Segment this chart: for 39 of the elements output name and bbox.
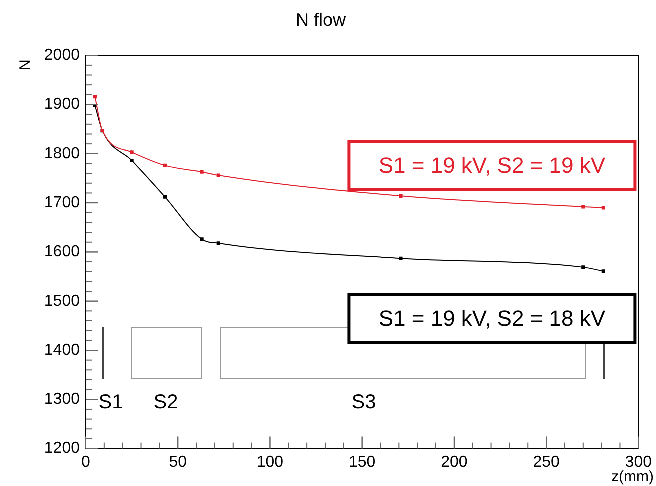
point [582,266,586,270]
point [216,242,220,246]
annotation: S3 [352,392,376,414]
y-tick-label: 1900 [44,96,80,114]
point [582,205,586,209]
x-tick-label: 250 [533,454,560,471]
point [216,174,220,178]
x-tick-label: 300 [625,454,652,471]
y-tick-label: 2000 [44,47,80,64]
point [130,159,134,163]
y-tick-label: 1700 [44,194,80,212]
x-tick-label: 0 [82,454,91,471]
x-tick-label: 50 [169,454,188,471]
series-label: S1 = 19 kV, S2 = 19 kV [378,152,606,178]
x-tick-label: 150 [348,454,376,471]
x-axis-title: z(mm) [612,468,654,486]
x-tick-label: 200 [441,454,468,471]
y-tick-label: 1200 [44,440,80,458]
y-tick-label: 1400 [44,342,80,359]
x-tick-label: 100 [256,454,284,471]
chart-title: N flow [296,10,348,30]
point [602,206,606,210]
y-tick-label: 1500 [44,292,80,310]
annotation: S1 [98,392,124,414]
annotation: S2 [154,392,178,414]
point [200,170,204,174]
point [602,270,606,274]
series-label: S1 = 19 kV, S2 = 18 kV [378,306,606,332]
point [200,238,204,242]
y-tick-label: 1300 [44,391,80,408]
point [93,95,97,99]
y-tick-label: 1800 [44,145,80,162]
point [399,256,403,260]
point [130,150,134,154]
y-tick-label: 1600 [44,244,80,261]
point [163,195,167,199]
y-axis-title: N [17,60,34,70]
point [399,194,403,198]
point [163,164,167,168]
